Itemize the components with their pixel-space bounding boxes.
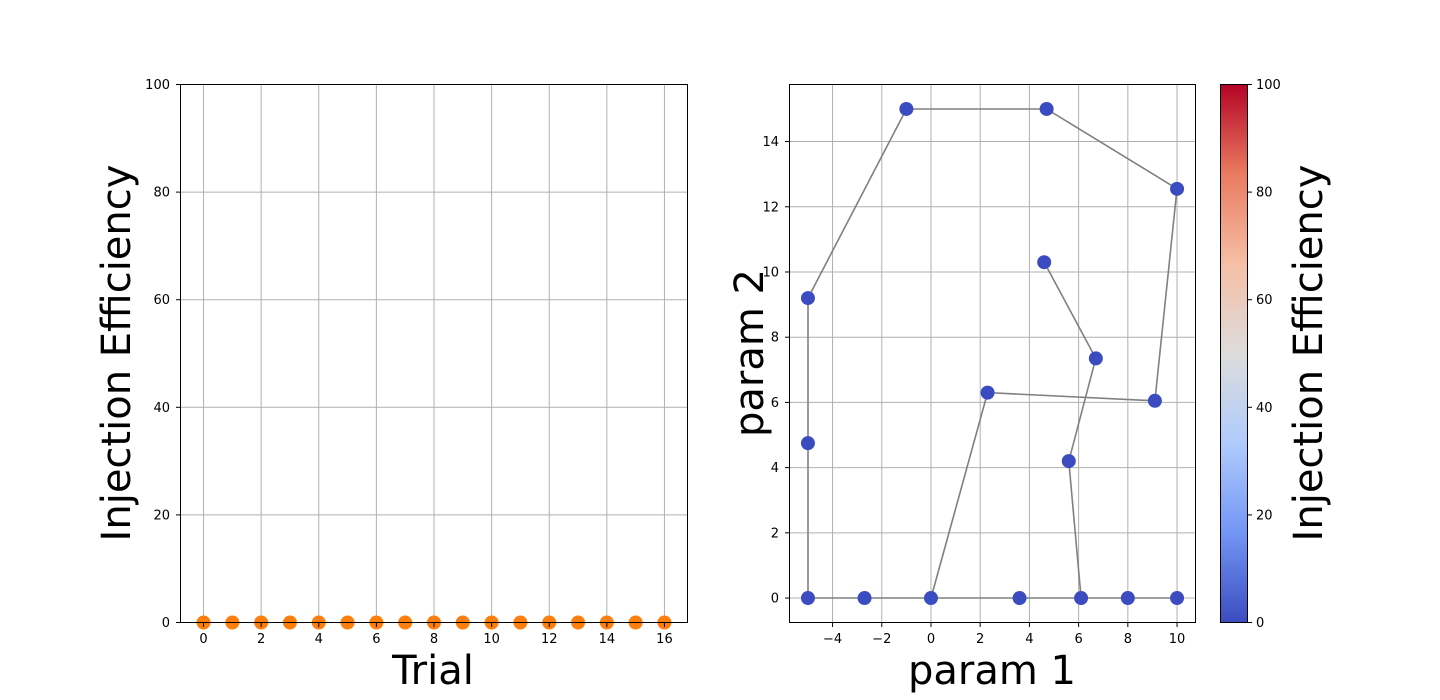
left-x-tick-label: 4 xyxy=(315,632,323,647)
right-x-tick-label: 4 xyxy=(1025,632,1033,647)
right-y-tick-label: 0 xyxy=(771,592,779,607)
right-data-point xyxy=(801,591,815,605)
right-y-tick-label: 2 xyxy=(771,526,779,541)
right-y-tick-label: 14 xyxy=(762,135,779,150)
left-x-axis-label: Trial xyxy=(391,648,474,694)
right-y-tick-label: 12 xyxy=(762,200,779,215)
colorbar-tick-label: 80 xyxy=(1256,186,1273,201)
right-data-point xyxy=(1170,182,1184,196)
left-y-tick-label: 40 xyxy=(153,401,170,416)
right-data-point xyxy=(924,591,938,605)
left-x-tick-label: 16 xyxy=(656,632,673,647)
right-chart: −4 −2 0 2 4 6 8 10 0 2 4 6 8 10 12 14 param 1 param 2 xyxy=(727,85,1196,695)
right-trajectory-line xyxy=(808,109,1177,598)
left-x-tick-label: 12 xyxy=(541,632,558,647)
left-y-tick-label: 80 xyxy=(153,186,170,201)
left-x-tick-label: 0 xyxy=(199,632,207,647)
right-data-point xyxy=(1062,454,1076,468)
right-x-tick-label: 0 xyxy=(927,632,935,647)
colorbar-tick-label: 100 xyxy=(1256,78,1281,93)
colorbar-tick-label: 60 xyxy=(1256,293,1273,308)
colorbar: 0 20 40 60 80 100 Injection Efficiency xyxy=(1220,78,1332,631)
right-y-axis-label: param 2 xyxy=(727,269,773,437)
colorbar-gradient xyxy=(1220,85,1247,623)
right-x-axis-label: param 1 xyxy=(908,648,1076,694)
right-data-point xyxy=(1089,351,1103,365)
right-data-point xyxy=(801,436,815,450)
right-data-point xyxy=(1037,255,1051,269)
colorbar-tick-label: 40 xyxy=(1256,401,1273,416)
colorbar-tick-label: 0 xyxy=(1256,616,1264,631)
right-x-tick-label: 10 xyxy=(1169,632,1186,647)
right-x-tick-label: 6 xyxy=(1074,632,1082,647)
left-x-tick-label: 2 xyxy=(257,632,265,647)
right-data-point xyxy=(1074,591,1088,605)
right-y-tick-label: 4 xyxy=(771,461,779,476)
colorbar-label: Injection Efficiency xyxy=(1286,165,1332,542)
left-y-tick-label: 100 xyxy=(145,78,170,93)
left-chart: 0 2 4 6 8 10 12 14 16 0 20 40 60 80 100 Trial Injecti… xyxy=(94,78,688,694)
left-x-tick-label: 10 xyxy=(483,632,500,647)
left-x-tick-label: 8 xyxy=(430,632,438,647)
right-grid xyxy=(790,85,1196,623)
right-points xyxy=(801,102,1184,605)
right-data-point xyxy=(801,291,815,305)
left-y-axis-label: Injection Efficiency xyxy=(94,165,140,542)
left-x-tick-label: 14 xyxy=(599,632,616,647)
right-x-tick-label: 2 xyxy=(976,632,984,647)
right-data-point xyxy=(1013,591,1027,605)
right-x-ticks: −4 −2 0 2 4 6 8 10 xyxy=(823,623,1185,648)
right-data-point xyxy=(1040,102,1054,116)
right-data-point xyxy=(981,386,995,400)
left-y-tick-label: 60 xyxy=(153,293,170,308)
left-grid xyxy=(181,85,688,623)
right-data-point xyxy=(899,102,913,116)
right-data-point xyxy=(1170,591,1184,605)
right-axes-frame xyxy=(790,85,1196,623)
left-x-tick-label: 6 xyxy=(372,632,380,647)
left-y-ticks: 0 20 40 60 80 100 xyxy=(145,78,180,631)
right-data-point xyxy=(1148,394,1162,408)
right-x-tick-label: 8 xyxy=(1124,632,1132,647)
left-y-tick-label: 20 xyxy=(153,508,170,523)
left-y-tick-label: 0 xyxy=(162,616,170,631)
right-x-tick-label: −4 xyxy=(823,632,842,647)
right-x-tick-label: −2 xyxy=(872,632,891,647)
colorbar-tick-label: 20 xyxy=(1256,508,1273,523)
right-data-point xyxy=(1121,591,1135,605)
colorbar-ticks: 0 20 40 60 80 100 xyxy=(1248,78,1281,631)
right-data-point xyxy=(858,591,872,605)
